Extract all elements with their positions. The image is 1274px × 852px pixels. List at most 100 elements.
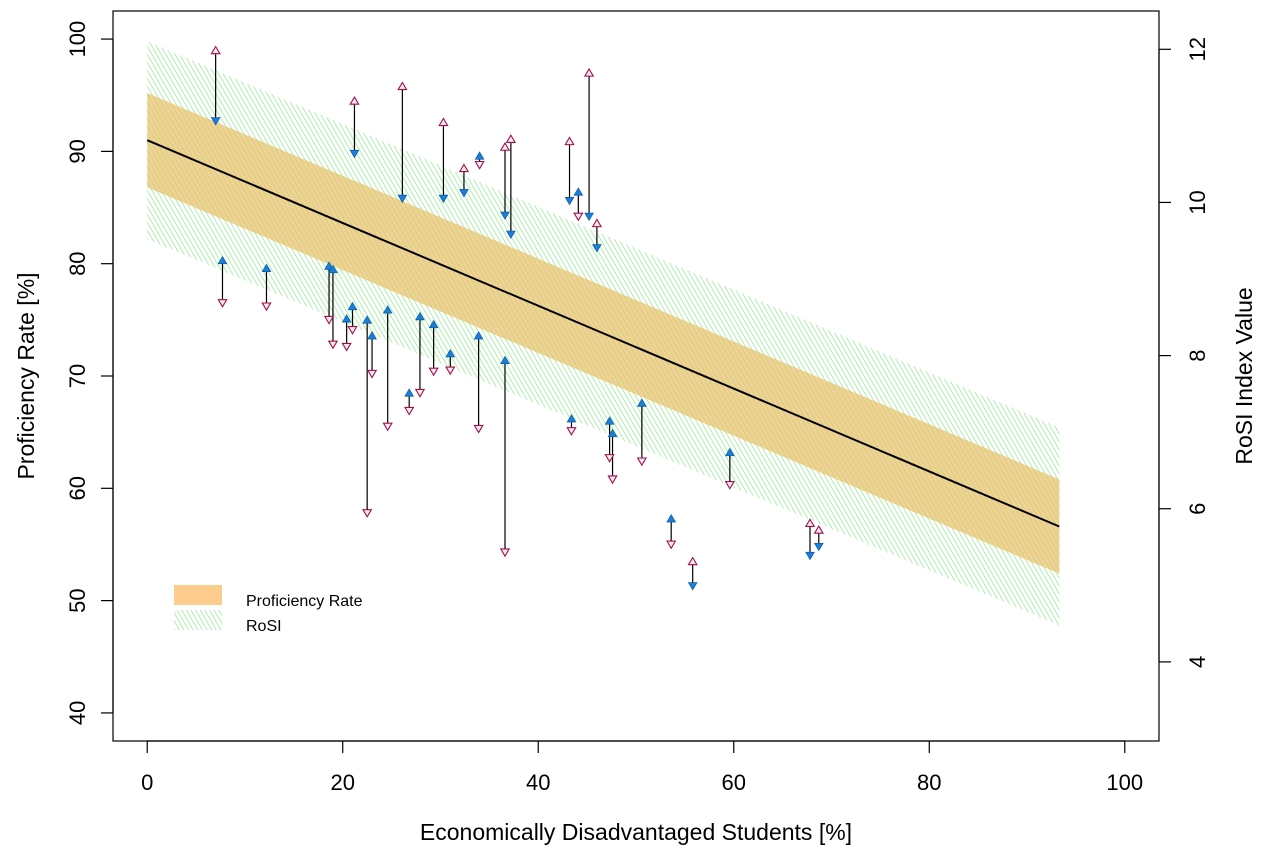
proficiency-marker [445, 366, 456, 376]
rosi-marker [473, 331, 484, 340]
rosi-marker [500, 211, 510, 220]
proficiency-marker [438, 117, 449, 127]
rosi-marker [445, 348, 456, 358]
rosi-marker [428, 319, 439, 329]
y-tick-label: 100 [65, 21, 90, 58]
rosi-marker [349, 149, 360, 159]
proficiency-marker [573, 212, 584, 222]
proficiency-marker [804, 518, 816, 528]
x-tick-label: 60 [722, 770, 746, 795]
y-tick-label: 60 [65, 476, 90, 500]
rosi-marker [591, 244, 602, 253]
proficiency-marker [499, 548, 511, 558]
proficiency-marker [217, 299, 228, 308]
proficiency-marker [591, 218, 603, 228]
y-right-tick-label: 12 [1185, 37, 1210, 61]
y-tick-label: 70 [65, 364, 90, 388]
proficiency-marker [564, 136, 575, 146]
rosi-marker [607, 428, 618, 438]
proficiency-marker [347, 326, 358, 335]
proficiency-marker [499, 142, 511, 151]
y-axis-title: Proficiency Rate [%] [13, 272, 39, 479]
rosi-marker [362, 315, 373, 324]
proficiency-marker [323, 315, 335, 325]
rosi-marker [813, 542, 824, 552]
legend-label-rosi: RoSI [246, 618, 282, 635]
proficiency-marker [505, 134, 517, 143]
rosi-marker [328, 264, 338, 274]
proficiency-marker [404, 406, 415, 416]
rosi-marker [724, 447, 735, 457]
y-tick-label: 40 [65, 701, 90, 725]
proficiency-marker [362, 509, 373, 518]
legend-swatch-rosi [174, 610, 222, 630]
proficiency-marker [813, 524, 824, 534]
rosi-marker [415, 311, 425, 321]
proficiency-marker [687, 556, 698, 566]
rosi-marker [636, 398, 647, 407]
x-tick-label: 100 [1106, 770, 1143, 795]
proficiency-marker [414, 388, 426, 398]
legend: Proficiency Rate RoSI [174, 585, 363, 635]
x-axis-title: Economically Disadvantaged Students [%] [420, 819, 852, 845]
rosi-marker [347, 301, 358, 311]
rosi-marker [382, 305, 393, 314]
proficiency-marker [724, 481, 736, 490]
proficiency-marker [604, 454, 615, 463]
y-right-tick-label: 8 [1185, 349, 1210, 361]
rosi-marker [474, 151, 485, 160]
proficiency-marker [341, 342, 352, 352]
proficiency-marker [397, 81, 408, 91]
x-axis: 0 20 40 60 80 100 [141, 740, 1143, 795]
y-tick-label: 80 [65, 251, 90, 275]
rosi-marker [687, 582, 698, 591]
y-tick-label: 90 [65, 139, 90, 163]
proficiency-marker [607, 475, 618, 485]
rosi-marker [261, 263, 272, 272]
y-right-tick-label: 10 [1185, 190, 1210, 214]
rosi-marker [459, 189, 469, 198]
y-right-tick-label: 6 [1185, 503, 1210, 515]
x-tick-label: 40 [526, 770, 550, 795]
rosi-marker [397, 194, 408, 204]
proficiency-marker [566, 427, 577, 436]
proficiency-marker [428, 367, 439, 377]
marker-layer [210, 45, 824, 591]
regression-line-layer [146, 139, 1060, 528]
rosi-marker [217, 255, 228, 265]
proficiency-marker [458, 163, 470, 173]
rosi-marker [210, 117, 221, 126]
rosi-marker [500, 355, 510, 365]
rosi-marker [367, 331, 377, 340]
rosi-marker [324, 261, 334, 270]
rosi-marker [341, 314, 352, 323]
proficiency-marker [349, 95, 360, 105]
y-axis-right: 4 6 8 10 12 [1158, 37, 1210, 668]
rosi-marker [438, 194, 449, 204]
rosi-marker [604, 416, 615, 425]
x-tick-label: 0 [141, 770, 153, 795]
proficiency-marker [366, 369, 378, 379]
proficiency-marker [210, 45, 221, 55]
proficiency-marker [666, 540, 677, 550]
proficiency-marker [261, 302, 272, 312]
y-right-tick-label: 4 [1185, 656, 1210, 668]
legend-swatch-proficiency [174, 585, 222, 605]
rosi-marker [584, 212, 594, 222]
rosi-marker [573, 187, 584, 196]
y-axis-right-title: RoSI Index Value [1231, 287, 1257, 464]
y-tick-label: 50 [65, 588, 90, 612]
x-tick-label: 80 [917, 770, 941, 795]
rosi-marker [805, 551, 815, 561]
rosi-marker [666, 514, 677, 523]
x-tick-label: 20 [330, 770, 354, 795]
rosi-marker [564, 197, 575, 206]
rosi-marker [404, 388, 415, 397]
y-axis-left: 40 50 60 70 80 90 100 [65, 21, 114, 725]
proficiency-marker [327, 340, 339, 350]
proficiency-marker [474, 160, 485, 170]
rosi-marker [566, 414, 577, 423]
regression-line [146, 139, 1060, 528]
proficiency-marker [636, 457, 648, 467]
